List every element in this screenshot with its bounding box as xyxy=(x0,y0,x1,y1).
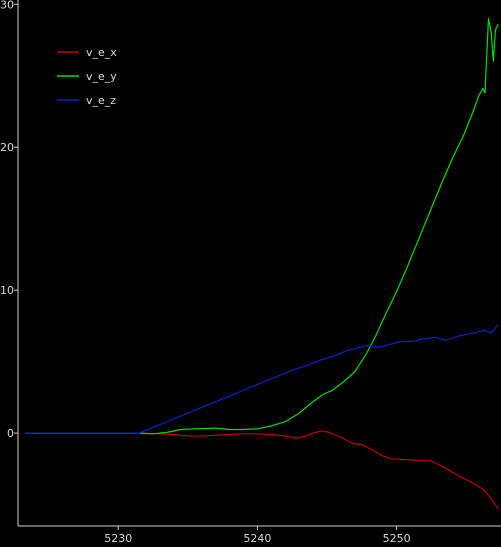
y-tick-label: 30 xyxy=(0,0,14,11)
legend-label: v_e_z xyxy=(86,94,116,107)
legend-label: v_e_y xyxy=(86,70,117,83)
series-line-v-e-x xyxy=(24,430,499,510)
x-tick-label: 5240 xyxy=(243,532,271,545)
series-line-v-e-y xyxy=(24,17,499,435)
legend: v_e_x v_e_y v_e_z xyxy=(57,46,117,107)
y-tick-label: 0 xyxy=(7,427,14,440)
series-layer xyxy=(24,17,499,510)
x-tick-label: 5250 xyxy=(383,532,411,545)
legend-label: v_e_x xyxy=(86,46,117,59)
x-tick-label: 5230 xyxy=(104,532,132,545)
y-tick-label: 20 xyxy=(0,141,14,154)
series-line-v-e-z xyxy=(24,324,499,434)
y-tick-label: 10 xyxy=(0,284,14,297)
x-ticks: 5230 5240 5250 xyxy=(104,526,411,545)
y-ticks: 0 10 20 30 xyxy=(0,0,18,440)
